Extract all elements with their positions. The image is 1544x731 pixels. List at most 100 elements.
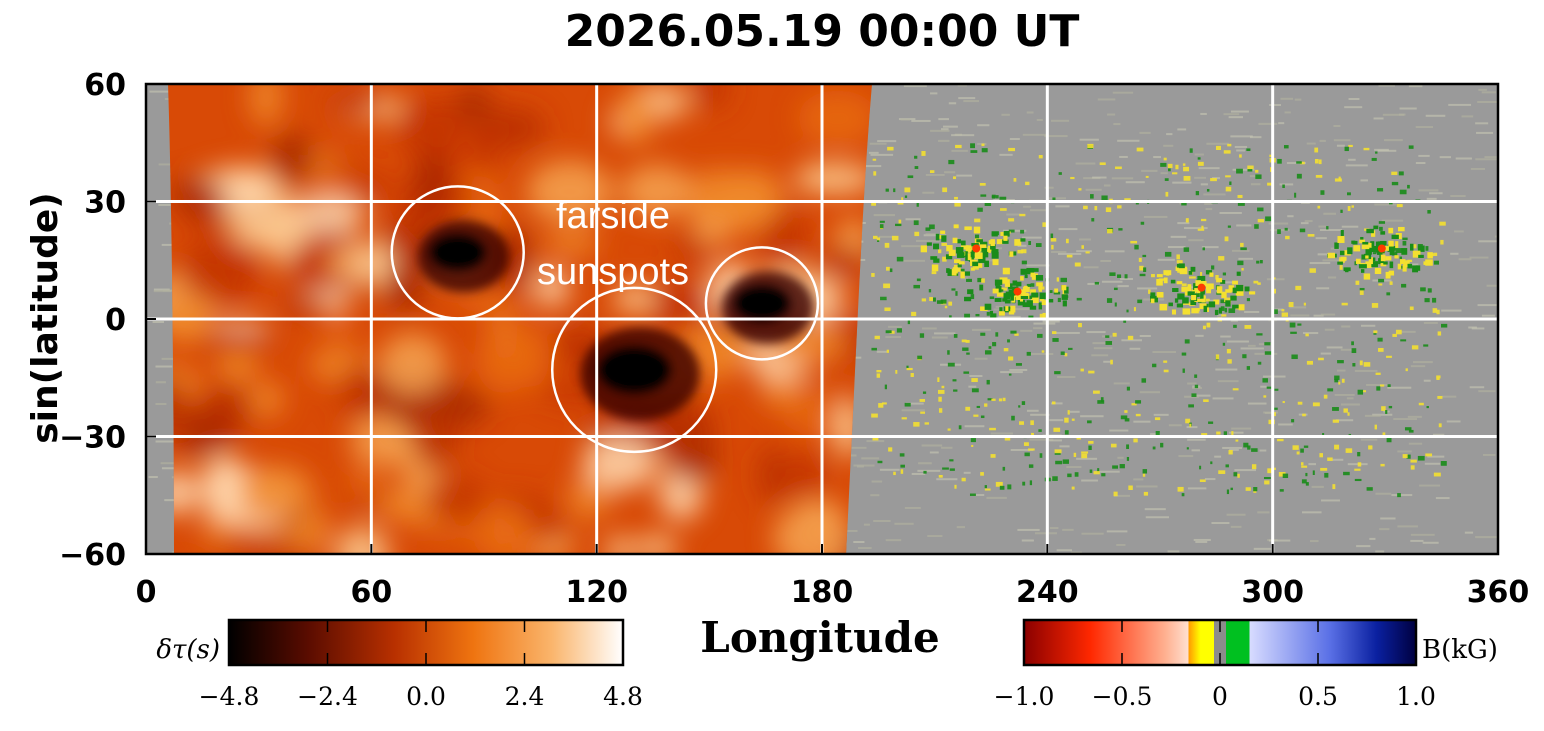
noise-stripe <box>1080 415 1104 418</box>
x-tick-label: 180 <box>791 575 854 610</box>
flux-pixel <box>1396 204 1403 208</box>
noise-stripe <box>877 140 897 143</box>
flux-pixel <box>873 171 877 176</box>
flux-pixel <box>1292 445 1299 450</box>
noise-stripe <box>160 462 180 465</box>
noise-stripe <box>1380 517 1396 520</box>
flux-pixel <box>953 389 958 392</box>
flux-pixel <box>1112 332 1117 337</box>
noise-stripe <box>1228 116 1244 119</box>
noise-stripe <box>1422 541 1439 544</box>
flux-pixel <box>1257 361 1262 365</box>
noise-stripe <box>1167 550 1180 553</box>
active-region-pixel <box>1220 279 1226 284</box>
noise-stripe <box>847 529 858 532</box>
active-region-pixel <box>1181 286 1189 292</box>
active-region-pixel <box>930 256 938 260</box>
active-region-pixel <box>1156 292 1163 297</box>
noise-stripe <box>980 259 998 262</box>
noise-stripe <box>1415 162 1426 165</box>
noise-stripe <box>1366 383 1389 386</box>
flux-pixel <box>1251 448 1258 452</box>
flux-pixel <box>1176 254 1180 260</box>
noise-stripe <box>1478 88 1487 91</box>
flux-pixel <box>1240 247 1247 251</box>
noise-stripe <box>1204 478 1216 481</box>
active-region-pixel <box>1027 295 1033 299</box>
noise-stripe <box>1470 167 1486 170</box>
noise-stripe <box>1410 533 1435 536</box>
active-region-pixel <box>1358 264 1367 269</box>
active-region-pixel <box>1347 247 1353 255</box>
flux-pixel <box>1264 351 1272 355</box>
active-region-pixel <box>926 242 932 246</box>
flux-pixel <box>1351 341 1354 346</box>
flux-pixel <box>884 384 888 390</box>
flux-pixel <box>1218 256 1225 261</box>
active-region-pixel <box>992 259 999 266</box>
flux-pixel <box>1074 262 1081 267</box>
flux-pixel <box>1206 322 1211 328</box>
flux-pixel <box>944 305 948 309</box>
active-region-pixel <box>979 244 987 248</box>
flux-pixel <box>991 398 996 401</box>
flux-pixel <box>879 224 884 229</box>
noise-stripe <box>1119 155 1128 158</box>
flux-pixel <box>1181 352 1187 356</box>
flux-pixel <box>953 264 958 269</box>
flux-pixel <box>941 242 948 246</box>
noise-stripe <box>1340 403 1360 406</box>
flux-pixel <box>970 438 976 443</box>
active-region-pixel <box>983 247 988 255</box>
flux-pixel <box>1143 267 1147 272</box>
noise-stripe <box>1062 528 1074 531</box>
active-region-pixel <box>1171 309 1177 315</box>
active-region-pixel <box>1199 303 1207 310</box>
noise-stripe <box>923 234 947 237</box>
noise-stripe <box>1001 113 1010 116</box>
noise-stripe <box>1418 189 1439 192</box>
noise-stripe <box>1478 240 1498 243</box>
flux-pixel <box>1398 171 1404 176</box>
flux-pixel <box>1123 320 1127 323</box>
active-region-pixel <box>1391 234 1399 240</box>
noise-stripe <box>1215 368 1238 371</box>
noise-stripe <box>1133 420 1151 423</box>
flux-pixel <box>1067 473 1072 478</box>
noise-stripe <box>1129 347 1141 350</box>
farside-blob <box>823 245 867 278</box>
flux-pixel <box>1417 455 1425 461</box>
flux-pixel <box>1015 363 1022 366</box>
flux-pixel <box>1203 399 1209 403</box>
active-region-pixel <box>945 254 953 260</box>
active-region-pixel <box>1361 244 1370 250</box>
flux-pixel <box>1387 384 1391 388</box>
flux-pixel <box>1105 207 1112 213</box>
active-region-pixel <box>1236 271 1241 276</box>
flux-pixel <box>1395 329 1402 335</box>
flux-pixel <box>1068 347 1073 350</box>
noise-stripe <box>1415 126 1434 129</box>
noise-stripe <box>1360 179 1368 182</box>
flux-pixel <box>1386 437 1392 443</box>
colorbar-left-ticks: −4.8 −2.4 0.0 2.4 4.8 <box>199 620 643 711</box>
active-region-pixel <box>1014 239 1022 246</box>
sunspot-core <box>733 285 790 322</box>
flux-pixel <box>1272 288 1276 294</box>
active-region-pixel <box>1201 295 1206 303</box>
noise-stripe <box>1481 91 1496 94</box>
flux-pixel <box>992 342 997 347</box>
active-region-pixel <box>962 271 971 276</box>
noise-stripe <box>1477 101 1498 104</box>
active-region-pixel <box>1385 271 1391 279</box>
flux-pixel <box>1097 468 1100 473</box>
flux-pixel <box>901 417 907 420</box>
flux-pixel <box>981 143 985 147</box>
active-region-pixel <box>1008 289 1015 297</box>
flux-pixel <box>1074 472 1079 477</box>
noise-stripe <box>1250 136 1262 139</box>
active-region-pixel <box>1187 291 1195 296</box>
flux-pixel <box>973 414 979 417</box>
noise-stripe <box>1220 335 1231 338</box>
noise-stripe <box>1310 540 1319 543</box>
